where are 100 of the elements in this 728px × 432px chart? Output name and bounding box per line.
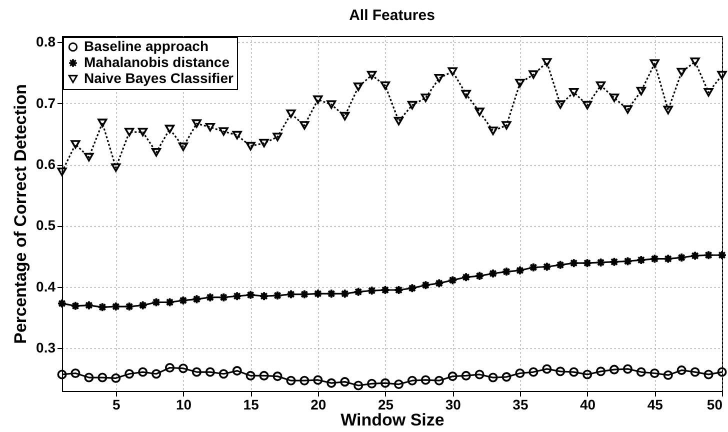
point <box>676 68 686 76</box>
point <box>717 367 727 377</box>
point <box>582 258 592 268</box>
point <box>582 100 592 110</box>
point <box>164 124 175 134</box>
point <box>300 376 310 386</box>
point <box>70 140 80 149</box>
point <box>502 266 512 276</box>
point <box>394 380 404 390</box>
point <box>340 112 350 120</box>
point <box>650 59 660 68</box>
point <box>515 266 525 276</box>
point <box>528 367 538 377</box>
point <box>232 366 242 376</box>
point <box>434 74 444 82</box>
point <box>609 257 620 267</box>
point <box>569 367 579 377</box>
point <box>448 275 458 285</box>
point <box>340 377 350 387</box>
point <box>84 372 94 382</box>
x-tick-label: 30 <box>445 396 462 412</box>
point <box>98 302 108 312</box>
point <box>596 258 606 268</box>
point <box>434 376 444 386</box>
point <box>448 67 458 76</box>
point <box>461 90 471 98</box>
point <box>556 260 566 270</box>
point <box>313 288 323 298</box>
chart-title: All Features <box>349 7 435 24</box>
point <box>178 364 188 374</box>
y-tick-label: 0.3 <box>36 340 56 356</box>
point <box>70 301 80 311</box>
point <box>367 378 377 388</box>
point <box>650 368 660 378</box>
point <box>704 88 714 97</box>
point <box>152 369 162 379</box>
point <box>272 290 282 300</box>
point <box>367 286 377 296</box>
point <box>407 283 417 293</box>
point <box>138 367 148 377</box>
point <box>528 70 538 79</box>
point <box>138 128 148 136</box>
x-tick-label: 40 <box>580 396 596 412</box>
point <box>380 81 390 90</box>
point <box>569 258 579 268</box>
y-tick-label: 0.8 <box>36 34 56 50</box>
point <box>98 118 108 128</box>
point <box>420 280 430 290</box>
x-tick-label: 15 <box>243 396 260 412</box>
y-tick-label: 0.4 <box>36 278 56 294</box>
point <box>420 375 430 385</box>
point <box>434 278 444 288</box>
point <box>380 285 390 295</box>
point <box>246 370 256 380</box>
point <box>636 86 646 96</box>
point <box>407 100 417 110</box>
point <box>57 168 67 176</box>
point <box>622 105 632 114</box>
point <box>622 256 632 266</box>
point <box>636 367 646 377</box>
x-tick-label: 50 <box>706 396 723 412</box>
point <box>57 370 67 380</box>
point <box>354 380 364 390</box>
point <box>259 291 269 301</box>
point <box>461 272 471 282</box>
point <box>152 148 162 157</box>
point <box>690 57 700 66</box>
point <box>246 290 256 300</box>
point <box>84 152 94 162</box>
x-axis-title: Window Size <box>340 410 444 430</box>
y-tick-label: 0.5 <box>36 217 56 234</box>
point <box>164 362 175 373</box>
point <box>232 130 242 140</box>
point <box>596 81 606 90</box>
point <box>515 368 525 378</box>
y-axis-title: Percentage of Correct Detection <box>11 84 30 344</box>
point <box>124 369 134 379</box>
point <box>394 285 404 295</box>
point <box>367 70 377 80</box>
point <box>218 292 228 302</box>
legend-label: Mahalanobis distance <box>84 54 230 70</box>
point <box>542 58 552 67</box>
point <box>542 262 552 272</box>
point <box>272 372 282 382</box>
point <box>124 128 134 136</box>
point <box>300 121 310 130</box>
point <box>111 373 121 383</box>
point <box>582 370 592 380</box>
x-tick-label: 25 <box>378 396 394 412</box>
legend-label: Naive Bayes Classifier <box>84 70 234 86</box>
y-tick-label: 0.7 <box>36 94 56 111</box>
point <box>218 369 228 379</box>
point <box>515 78 525 88</box>
point <box>98 372 108 382</box>
point <box>502 121 512 130</box>
point <box>124 302 134 312</box>
point <box>286 376 296 386</box>
point <box>556 100 566 109</box>
point <box>178 296 188 306</box>
point <box>259 138 269 148</box>
